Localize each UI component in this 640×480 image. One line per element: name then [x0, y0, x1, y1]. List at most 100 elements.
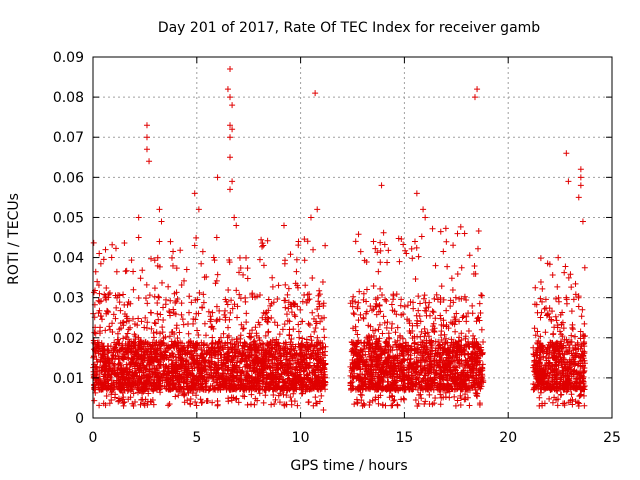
data-point	[279, 326, 286, 333]
data-point	[432, 315, 439, 322]
data-point	[92, 268, 99, 275]
data-point	[234, 314, 241, 321]
data-point	[171, 290, 178, 297]
data-point	[457, 223, 464, 230]
data-point	[308, 337, 315, 344]
data-point	[446, 394, 453, 401]
data-point	[184, 380, 191, 387]
data-point	[442, 225, 449, 232]
data-point	[265, 357, 272, 364]
data-point	[375, 400, 382, 407]
data-point	[304, 291, 311, 298]
data-point	[151, 285, 158, 292]
data-point	[421, 325, 428, 332]
data-point	[144, 401, 151, 408]
data-point	[147, 309, 154, 316]
data-point	[426, 299, 433, 306]
data-point	[220, 330, 227, 337]
data-point	[199, 304, 206, 311]
data-point	[320, 326, 327, 333]
data-point	[532, 284, 539, 291]
data-point	[211, 353, 218, 360]
data-point	[151, 342, 158, 349]
data-point	[363, 286, 370, 293]
data-point	[265, 328, 272, 335]
data-point	[296, 334, 303, 341]
data-point	[275, 282, 282, 289]
data-point	[401, 303, 408, 310]
data-point	[377, 247, 384, 254]
data-point	[120, 402, 127, 409]
data-point	[284, 291, 291, 298]
data-point	[283, 392, 290, 399]
data-point	[119, 346, 126, 353]
data-point	[171, 330, 178, 337]
data-point	[265, 315, 272, 322]
data-point	[355, 299, 362, 306]
data-point	[449, 286, 456, 293]
data-point	[352, 238, 359, 245]
data-point	[394, 401, 401, 408]
data-point	[165, 283, 172, 290]
data-point	[291, 311, 298, 318]
data-point	[120, 382, 127, 389]
data-point	[280, 364, 287, 371]
data-point	[379, 330, 386, 337]
data-point	[102, 246, 109, 253]
data-point	[448, 275, 455, 282]
data-point	[268, 401, 275, 408]
data-points	[90, 66, 588, 413]
data-point	[235, 399, 242, 406]
data-point	[452, 328, 459, 335]
data-point	[426, 391, 433, 398]
data-point	[310, 246, 317, 253]
data-point	[562, 263, 569, 270]
data-point	[165, 356, 172, 363]
data-point	[151, 362, 158, 369]
data-point	[291, 398, 298, 405]
data-point	[138, 318, 145, 325]
data-point	[143, 281, 150, 288]
data-point	[303, 339, 310, 346]
data-point	[200, 291, 207, 298]
data-point	[270, 391, 277, 398]
data-point	[108, 356, 115, 363]
data-point	[355, 231, 362, 238]
data-point	[275, 365, 282, 372]
data-point	[178, 311, 185, 318]
data-point	[196, 289, 203, 296]
data-point	[450, 242, 457, 249]
data-point	[281, 321, 288, 328]
data-point	[316, 301, 323, 308]
data-point	[385, 247, 392, 254]
data-point	[375, 268, 382, 275]
data-point	[400, 241, 407, 248]
data-point	[322, 242, 329, 249]
data-point	[129, 400, 136, 407]
data-point	[96, 290, 103, 297]
data-point	[181, 277, 188, 284]
data-point	[237, 264, 244, 271]
data-point	[206, 386, 213, 393]
data-point	[531, 325, 538, 332]
data-point	[581, 402, 588, 409]
data-point	[116, 299, 123, 306]
data-point	[288, 335, 295, 342]
data-point	[403, 250, 410, 257]
data-point	[159, 324, 166, 331]
data-point	[151, 319, 158, 326]
data-point	[309, 274, 316, 281]
data-point	[148, 255, 155, 262]
data-point	[112, 245, 119, 252]
data-point	[459, 314, 466, 321]
data-point	[316, 287, 323, 294]
data-point	[170, 306, 177, 313]
data-point	[108, 349, 115, 356]
data-point	[100, 256, 107, 263]
data-point	[213, 234, 220, 241]
data-point	[539, 285, 546, 292]
data-point	[115, 398, 122, 405]
data-point	[180, 321, 187, 328]
data-point	[265, 296, 272, 303]
